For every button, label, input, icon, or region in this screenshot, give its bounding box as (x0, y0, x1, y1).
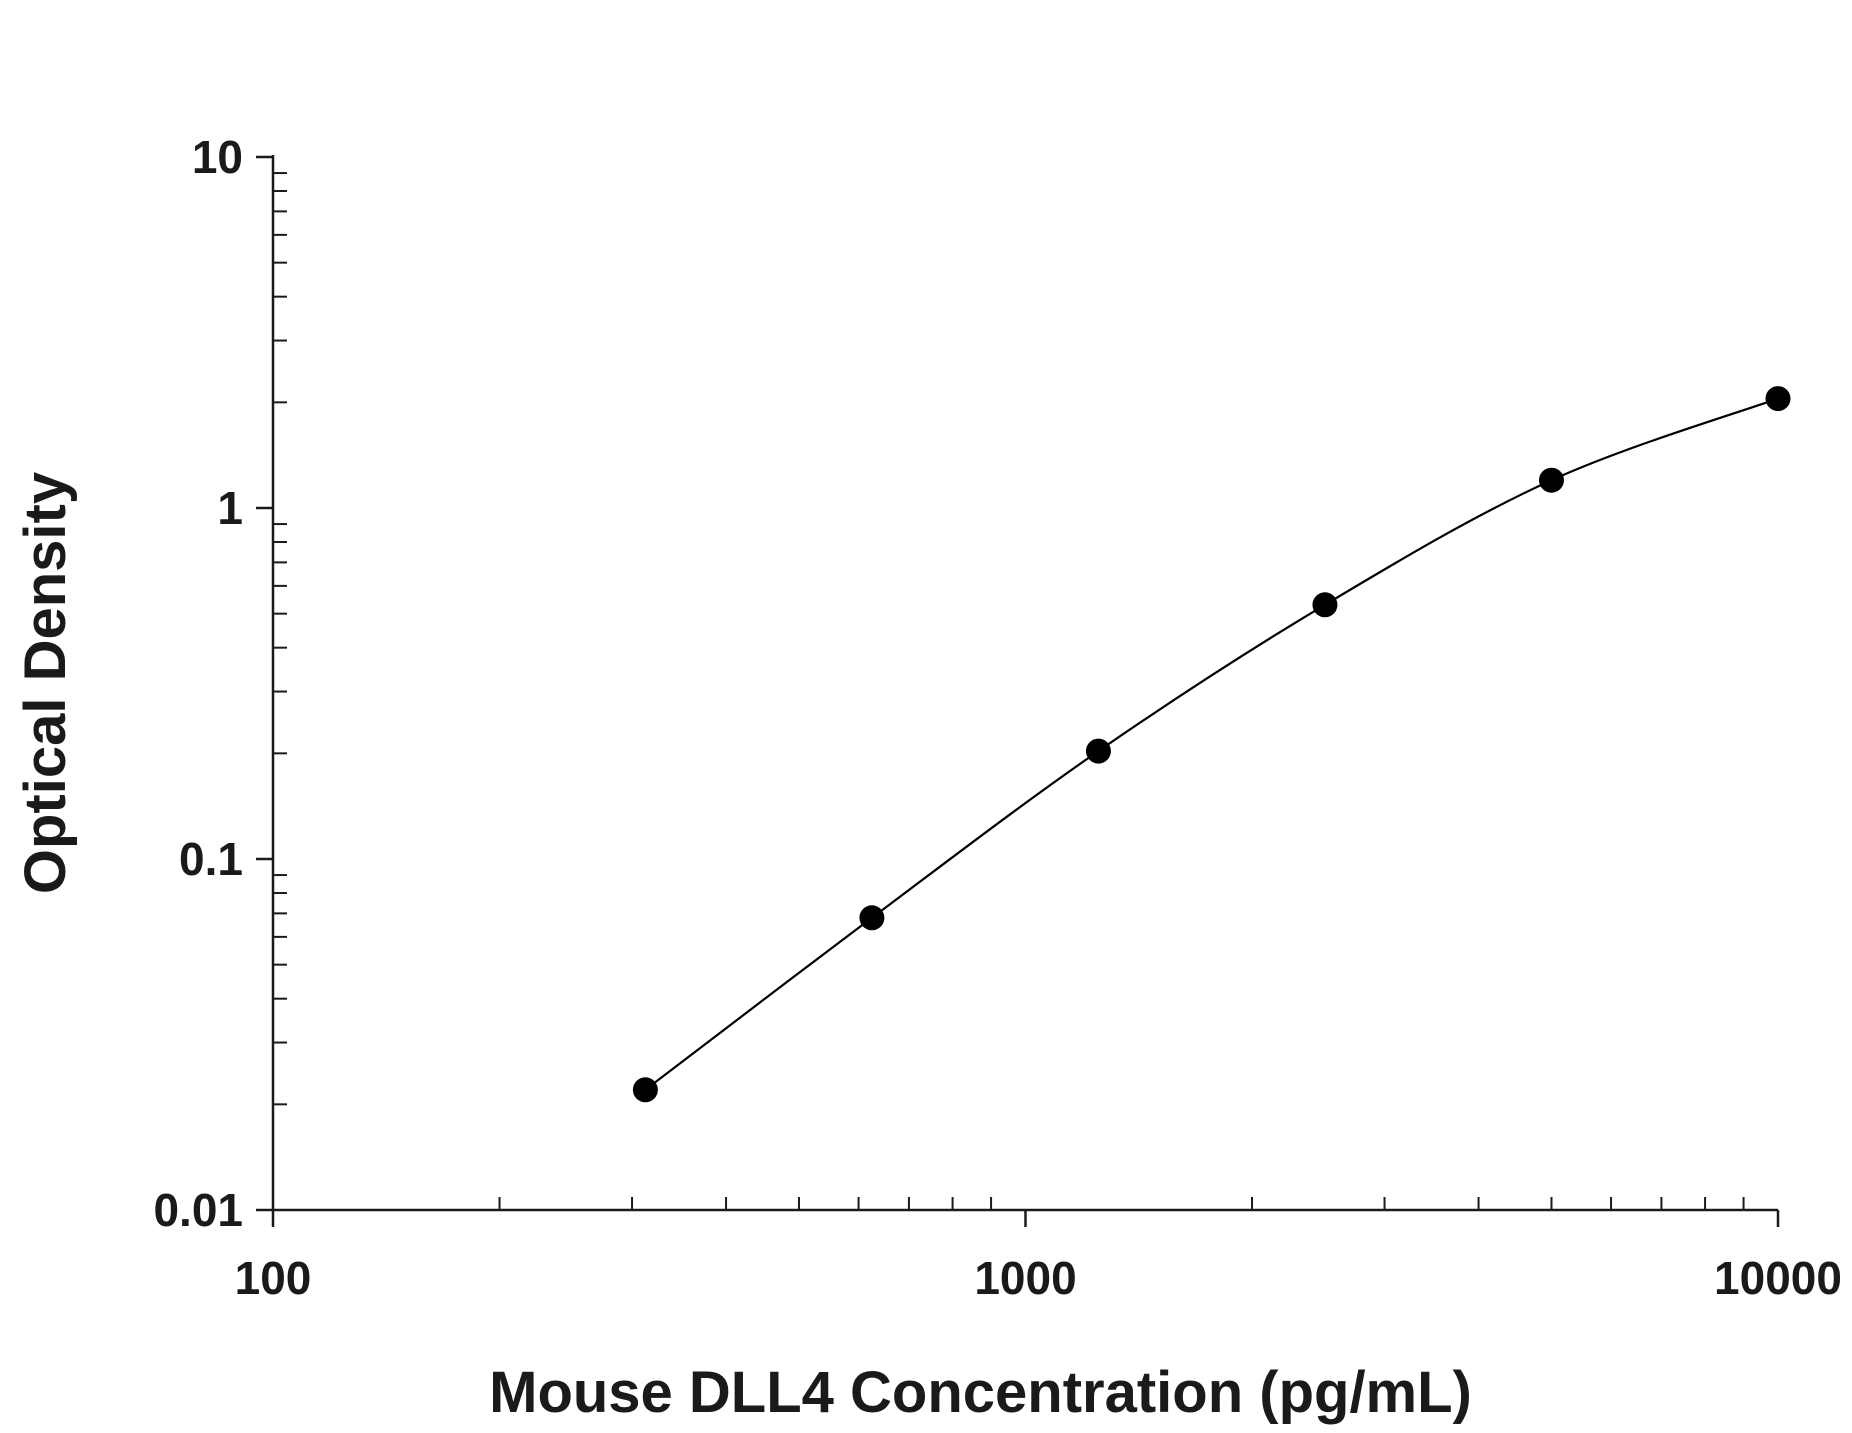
x-tick-label: 100 (235, 1252, 312, 1304)
data-point (632, 1077, 658, 1103)
y-tick-label: 1 (217, 482, 243, 534)
x-tick-label: 10000 (1714, 1252, 1842, 1304)
data-point (1085, 738, 1111, 764)
fit-curve-layer (644, 397, 1779, 1091)
x-axis-title: Mouse DLL4 Concentration (pg/mL) (489, 1360, 1472, 1425)
y-axis-title: Optical Density (13, 472, 78, 894)
data-point (859, 905, 885, 931)
x-tick-label: 1000 (974, 1252, 1076, 1304)
data-point (1538, 467, 1564, 493)
data-points-layer (632, 386, 1791, 1103)
y-tick-label: 10 (192, 131, 243, 183)
y-tick-label: 0.01 (153, 1184, 243, 1236)
axes (256, 155, 1780, 1227)
fit-curve-line (644, 397, 1779, 1091)
y-tick-label: 0.1 (179, 833, 243, 885)
data-point (1765, 386, 1791, 412)
tick-labels-layer: 0.01 0.1 1 10 100 1000 10000 (153, 131, 1841, 1304)
data-point (1312, 592, 1338, 618)
